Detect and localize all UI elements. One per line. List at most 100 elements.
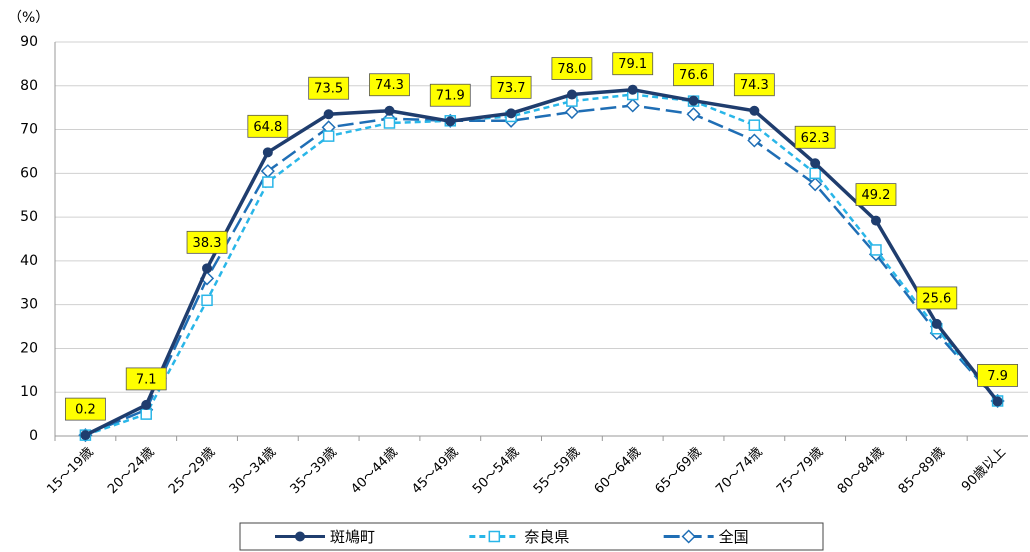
x-tick-label: 75～79歳 (774, 445, 826, 497)
x-tick-label: 50～54歳 (470, 445, 522, 497)
x-tick-label: 35～39歳 (288, 445, 340, 497)
legend: 斑鳩町 奈良県 全国 (239, 522, 824, 551)
series-line (84, 104, 999, 437)
marker (80, 430, 91, 441)
marker (141, 399, 152, 410)
value-label: 25.6 (922, 291, 951, 306)
marker (870, 244, 882, 256)
value-label-box (65, 397, 106, 421)
value-label-box (125, 367, 167, 391)
marker (566, 89, 577, 100)
value-label-box (551, 57, 593, 80)
value-label-box (673, 63, 714, 87)
x-tick-label: 80～84歳 (835, 445, 887, 497)
marker (323, 109, 334, 120)
marker (747, 133, 762, 148)
value-label: 74.3 (375, 78, 404, 93)
marker (686, 107, 701, 122)
marker (262, 176, 274, 188)
value-label: 73.5 (314, 82, 343, 97)
y-tick-label: 70 (20, 122, 38, 138)
marker (384, 105, 395, 116)
x-tick-label: 15～19歳 (44, 445, 96, 497)
marker (625, 98, 640, 113)
marker (748, 119, 761, 131)
value-label-box (916, 286, 958, 310)
marker (627, 84, 638, 95)
value-label-box (612, 52, 654, 76)
marker (870, 215, 881, 226)
series-line (84, 93, 999, 437)
marker (322, 130, 335, 142)
value-label: 64.8 (253, 120, 282, 135)
x-tick-label: 85～89歳 (896, 445, 948, 497)
x-tick-label: 60～64歳 (592, 445, 644, 497)
y-tick-label: 10 (20, 384, 38, 400)
value-label: 78.0 (557, 62, 586, 77)
marker (201, 294, 213, 307)
legend-label: 奈良県 (524, 528, 569, 546)
value-label-box (369, 73, 410, 97)
y-tick-label: 0 (29, 428, 38, 444)
value-label: 7.9 (987, 369, 1008, 384)
legend-box (239, 522, 824, 551)
value-label: 73.7 (497, 81, 526, 96)
value-label: 7.1 (136, 372, 157, 387)
y-tick-label: 80 (20, 78, 38, 94)
legend-label: 全国 (719, 528, 749, 546)
y-tick-label: 50 (20, 209, 38, 225)
series-line (84, 87, 999, 437)
marker (140, 408, 152, 420)
marker (749, 105, 760, 116)
marker (688, 95, 699, 106)
marker (931, 318, 942, 329)
marker (295, 531, 305, 542)
value-label: 71.9 (436, 89, 465, 104)
value-label: 76.6 (679, 68, 708, 83)
x-tick-label: 30～34歳 (227, 445, 279, 497)
y-tick-label: 30 (20, 297, 38, 313)
y-tick-label: 20 (20, 340, 38, 356)
y-tick-label: 90 (20, 34, 38, 50)
y-tick-label: 40 (20, 253, 38, 269)
y-unit: （%） (8, 10, 49, 26)
value-label: 62.3 (801, 131, 830, 146)
x-tick-label: 90歳以上 (959, 445, 1009, 495)
value-label-box (429, 83, 471, 107)
marker (506, 108, 517, 119)
value-label-box (855, 183, 897, 207)
marker (445, 116, 456, 127)
value-label-box (733, 73, 775, 97)
marker (202, 263, 213, 274)
x-tick-label: 25～29歳 (166, 445, 218, 497)
y-tick-label: 60 (20, 165, 38, 181)
value-label: 74.3 (740, 78, 769, 93)
value-label-box (490, 75, 532, 99)
value-label-box (977, 364, 1018, 387)
marker (810, 158, 821, 169)
x-tick-label: 55～59歳 (531, 445, 583, 497)
x-tick-label: 45～49歳 (409, 445, 461, 497)
value-label: 0.2 (75, 403, 96, 418)
value-label: 79.1 (618, 57, 647, 72)
value-label-box (308, 76, 350, 100)
marker (262, 147, 273, 158)
x-tick-label: 40～44歳 (348, 445, 400, 497)
marker (488, 530, 501, 543)
value-label: 49.2 (861, 188, 890, 203)
marker (564, 104, 579, 120)
x-tick-label: 70～74歳 (713, 445, 765, 497)
x-tick-label: 20～24歳 (105, 445, 157, 497)
legend-label: 斑鳩町 (330, 528, 375, 546)
x-tick-label: 65～69歳 (652, 445, 704, 497)
marker (809, 167, 821, 180)
marker (681, 529, 696, 544)
value-label: 38.3 (193, 236, 222, 251)
marker (808, 177, 823, 192)
value-label-box (794, 125, 836, 149)
marker (383, 117, 396, 129)
value-label-box (247, 114, 289, 138)
value-label-box (186, 230, 228, 254)
marker (992, 396, 1003, 407)
